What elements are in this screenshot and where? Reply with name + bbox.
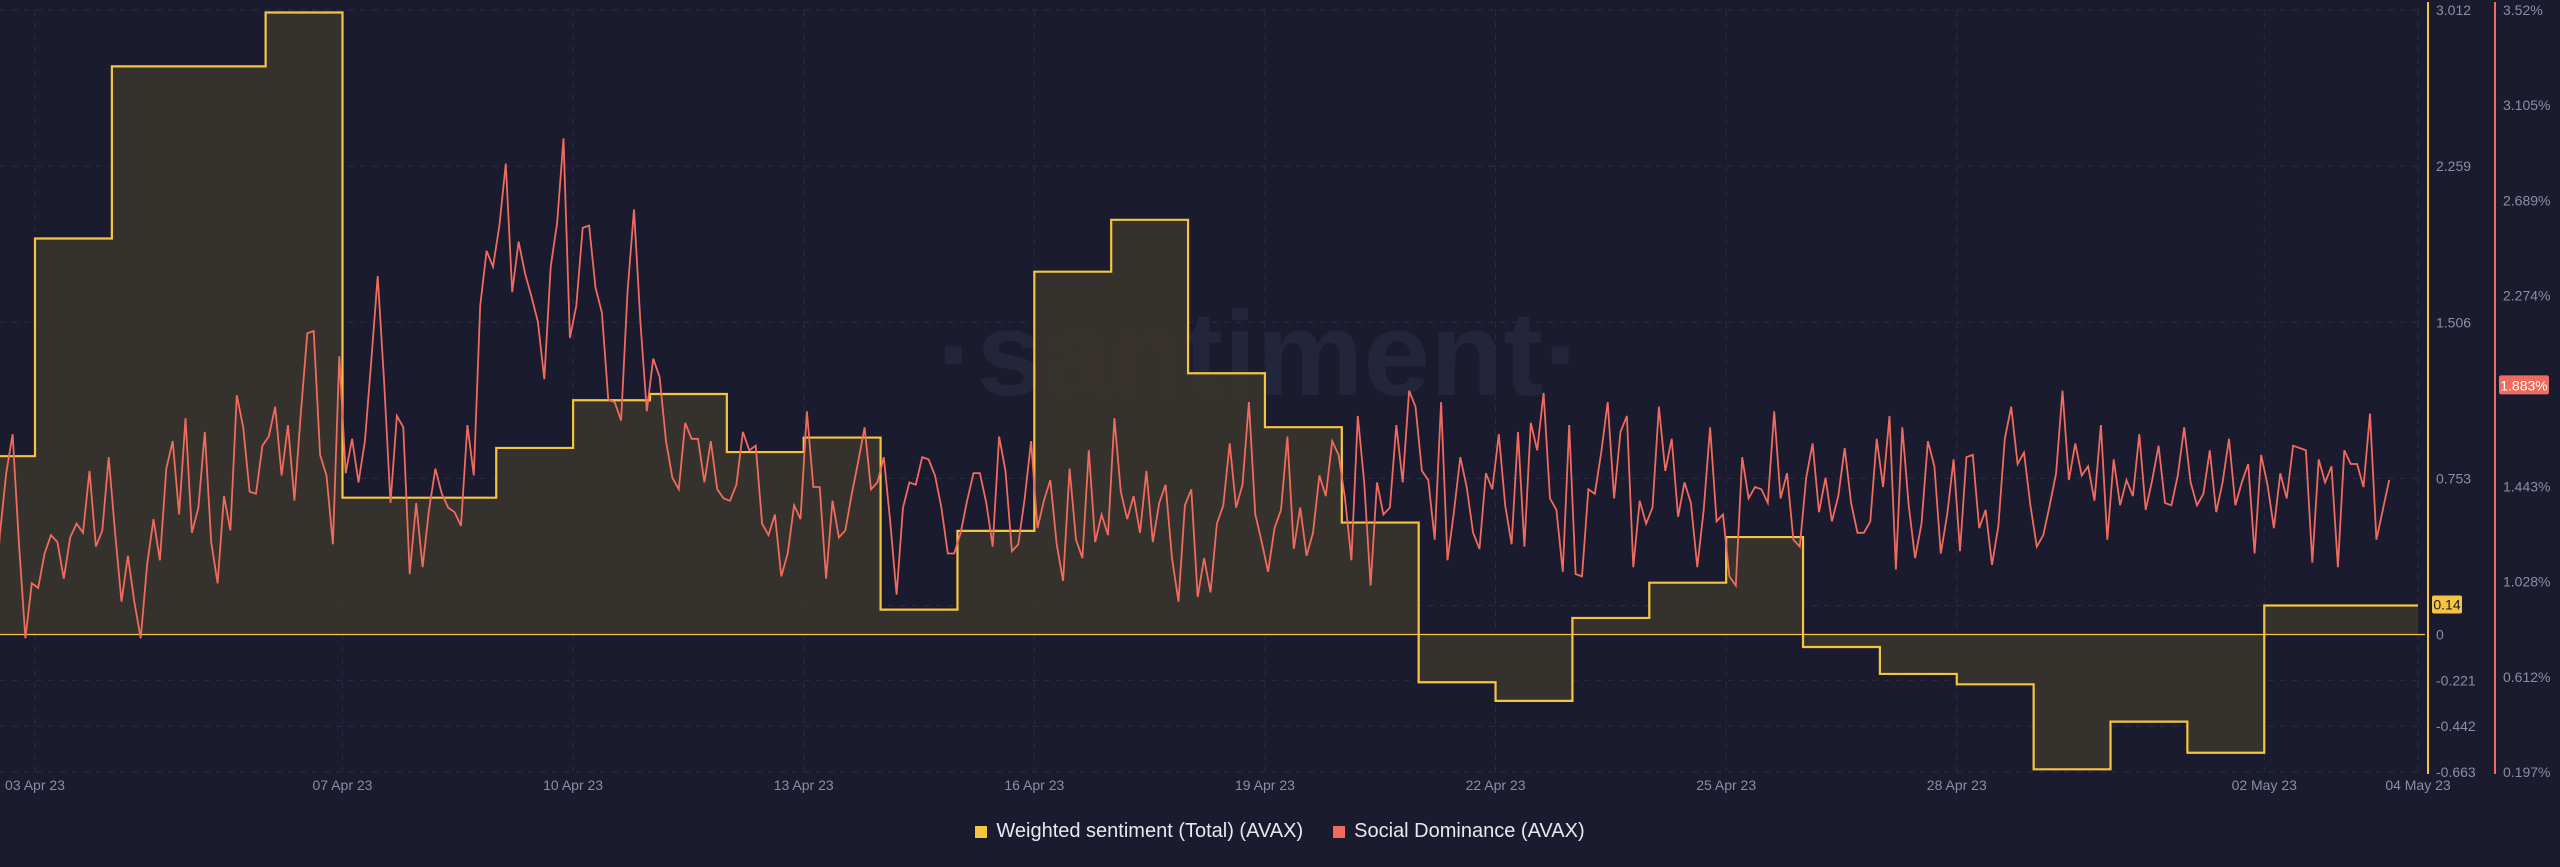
- sentiment-y-tick: -0.221: [2436, 672, 2476, 688]
- x-tick-label: 28 Apr 23: [1927, 777, 1987, 793]
- legend-item-sentiment[interactable]: Weighted sentiment (Total) (AVAX): [975, 820, 1303, 843]
- sentiment-y-tick: 0: [2436, 627, 2444, 643]
- axes: 3.012 2.259 1.506 0.753 0.14 0 -0.221 -0.442 -0.…: [5, 2, 2550, 793]
- sentiment-current-badge: [2432, 595, 2462, 614]
- x-tick-label: 03 Apr 23: [5, 777, 65, 793]
- social-dominance-series: [0, 138, 2391, 639]
- sentiment-y-tick: 3.012: [2436, 2, 2471, 18]
- sentiment-area: [0, 12, 2418, 770]
- sentiment-current-value: 0.14: [2433, 597, 2460, 613]
- chart-svg: ·santiment· 3.0122.2591.5060.7530.140-0.…: [0, 2, 2550, 793]
- dominance-current-badge: [2499, 375, 2549, 395]
- dominance-y-tick: 0.197%: [2503, 764, 2550, 780]
- sentiment-y-tick: -0.663: [2436, 764, 2476, 780]
- dominance-swatch-icon: [1333, 825, 1346, 838]
- dominance-y-tick: 1.443%: [2503, 478, 2550, 494]
- x-tick-label: 16 Apr 23: [1004, 777, 1064, 793]
- x-tick-label: 19 Apr 23: [1235, 777, 1295, 793]
- legend: Weighted sentiment (Total) (AVAX) Social…: [0, 820, 2560, 843]
- sentiment-series: [0, 11, 2425, 771]
- sentiment-y-tick: 2.259: [2436, 158, 2471, 174]
- dominance-y-tick: 2.274%: [2503, 288, 2550, 304]
- sentiment-y-tick: -0.442: [2436, 718, 2476, 734]
- social-dominance-line: [0, 138, 2391, 639]
- x-tick-label: 07 Apr 23: [313, 777, 373, 793]
- x-tick-label: 22 Apr 23: [1466, 777, 1526, 793]
- dominance-y-tick: 0.612%: [2503, 669, 2550, 685]
- x-tick-label: 02 May 23: [2232, 777, 2298, 793]
- dominance-current-value: 1.883%: [2500, 377, 2547, 393]
- sentiment-swatch-icon: [975, 825, 988, 838]
- x-tick-label: 13 Apr 23: [774, 777, 834, 793]
- legend-label-sentiment: Weighted sentiment (Total) (AVAX): [996, 820, 1304, 842]
- legend-label-dominance: Social Dominance (AVAX): [1354, 820, 1585, 842]
- legend-item-dominance[interactable]: Social Dominance (AVAX): [1333, 820, 1585, 843]
- x-tick-label: 04 May 23: [2385, 777, 2451, 793]
- sentiment-y-tick: 0.753: [2436, 470, 2471, 486]
- dominance-y-tick: 2.689%: [2503, 193, 2550, 209]
- dominance-y-tick: 3.52%: [2503, 2, 2543, 18]
- sentiment-y-tick: 1.506: [2436, 314, 2471, 330]
- dominance-y-tick: 1.028%: [2503, 573, 2550, 589]
- sentiment-line: [0, 11, 2418, 771]
- dominance-y-tick: 3.105%: [2503, 97, 2550, 113]
- x-tick-label: 25 Apr 23: [1696, 777, 1756, 793]
- x-tick-label: 10 Apr 23: [543, 777, 603, 793]
